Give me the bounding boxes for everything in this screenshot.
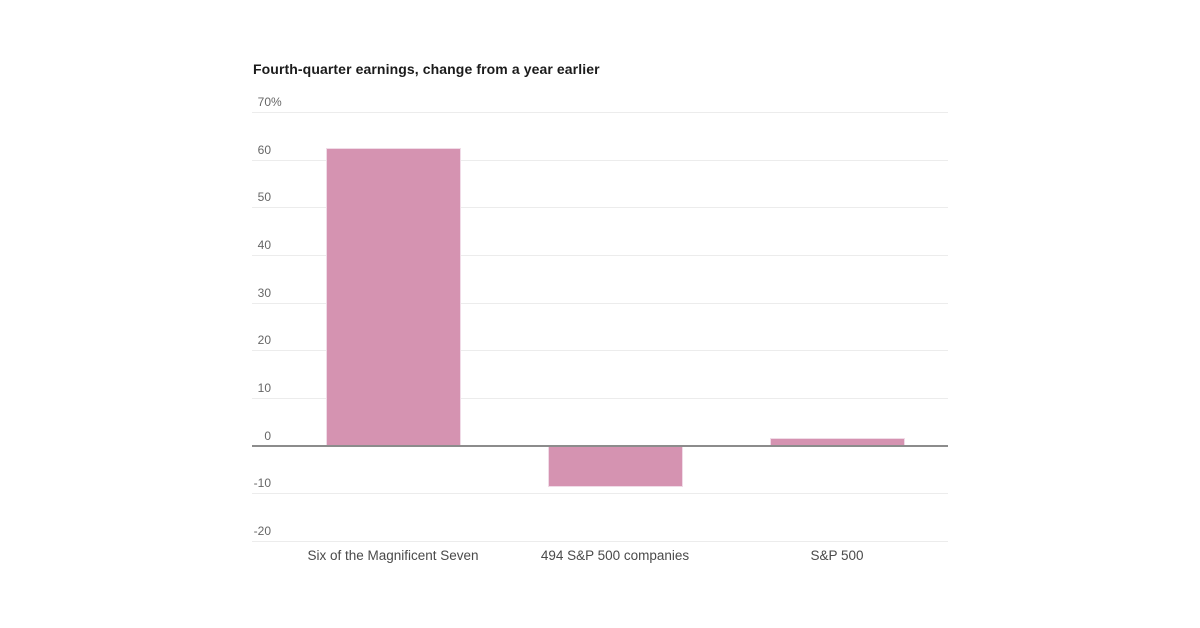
gridline-10 xyxy=(252,398,948,399)
y-tick-label-10: 10 xyxy=(257,381,271,395)
y-tick-percent-sign: % xyxy=(271,95,282,109)
y-tick-label--10: -10 xyxy=(253,476,271,490)
y-tick-label-0: 0 xyxy=(264,429,271,443)
gridline-60 xyxy=(252,160,948,161)
x-label-six-of-the-magnificent-seven: Six of the Magnificent Seven xyxy=(307,548,479,563)
gridline-30 xyxy=(252,303,948,304)
gridline-20 xyxy=(252,350,948,351)
gridline--10 xyxy=(252,493,948,494)
y-tick-label-20: 20 xyxy=(257,333,271,347)
gridline-70 xyxy=(252,112,948,113)
x-label-494-s-p-500-companies: 494 S&P 500 companies xyxy=(540,548,690,563)
gridline-40 xyxy=(252,255,948,256)
x-label-s-p-500: S&P 500 xyxy=(810,548,864,563)
zero-axis-line xyxy=(252,445,948,447)
y-tick-label-40: 40 xyxy=(257,238,271,252)
bar-six-of-the-magnificent-seven xyxy=(326,148,461,446)
y-tick-label-50: 50 xyxy=(257,190,271,204)
y-tick-label-60: 60 xyxy=(257,143,271,157)
y-tick-label--20: -20 xyxy=(253,524,271,538)
chart-title: Fourth-quarter earnings, change from a y… xyxy=(253,61,600,77)
gridline--20 xyxy=(252,541,948,542)
y-tick-label-70: 70 xyxy=(257,95,271,109)
gridline-50 xyxy=(252,207,948,208)
bar-494-s-p-500-companies xyxy=(548,446,683,487)
y-tick-label-30: 30 xyxy=(257,286,271,300)
